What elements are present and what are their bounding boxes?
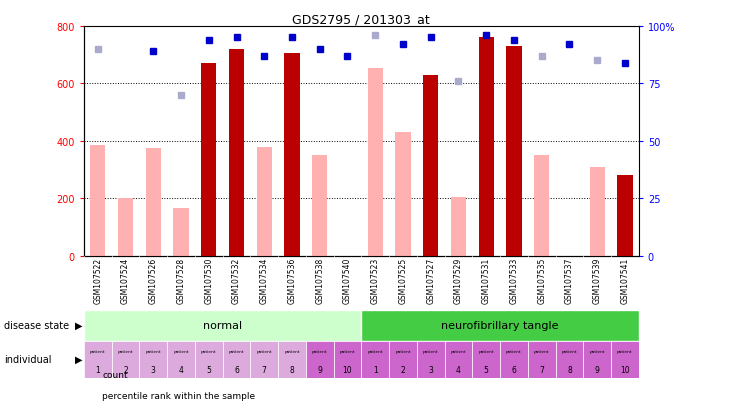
Text: patient: patient	[118, 349, 134, 353]
Text: 4: 4	[456, 365, 461, 374]
Bar	[451, 197, 466, 256]
Bar	[139, 341, 167, 378]
Text: 3: 3	[429, 365, 433, 374]
Text: patient: patient	[173, 349, 189, 353]
Text: patient: patient	[450, 349, 466, 353]
Bar	[361, 310, 639, 341]
Text: 10: 10	[342, 365, 353, 374]
Bar	[201, 64, 216, 256]
Text: patient: patient	[534, 349, 550, 353]
Text: 5: 5	[207, 365, 211, 374]
Text: patient: patient	[284, 349, 300, 353]
Text: neurofibrillary tangle: neurofibrillary tangle	[442, 320, 558, 330]
Text: 2: 2	[123, 365, 128, 374]
Bar	[112, 341, 139, 378]
Bar	[167, 341, 195, 378]
Bar	[285, 54, 299, 256]
Text: 6: 6	[512, 365, 516, 374]
Bar	[590, 167, 604, 256]
Text: patient: patient	[367, 349, 383, 353]
Bar	[423, 76, 438, 256]
Text: ▶: ▶	[75, 320, 82, 330]
Text: 8: 8	[290, 365, 294, 374]
Text: 1: 1	[373, 365, 377, 374]
Bar	[278, 341, 306, 378]
Text: percentile rank within the sample: percentile rank within the sample	[102, 391, 256, 400]
Bar	[91, 146, 105, 256]
Text: patient: patient	[617, 349, 633, 353]
Bar	[312, 156, 327, 256]
Bar	[84, 341, 112, 378]
Text: 7: 7	[262, 365, 266, 374]
Bar	[368, 69, 383, 256]
Bar	[445, 341, 472, 378]
Bar	[306, 341, 334, 378]
Bar	[195, 341, 223, 378]
Bar	[250, 341, 278, 378]
Bar	[223, 341, 250, 378]
Bar	[118, 199, 133, 256]
Bar	[396, 133, 410, 256]
Text: patient: patient	[256, 349, 272, 353]
Text: patient: patient	[312, 349, 328, 353]
Text: patient: patient	[395, 349, 411, 353]
Text: individual: individual	[4, 354, 51, 364]
Text: patient: patient	[145, 349, 161, 353]
Title: GDS2795 / 201303_at: GDS2795 / 201303_at	[293, 13, 430, 26]
Bar	[556, 341, 583, 378]
Text: patient: patient	[90, 349, 106, 353]
Bar	[257, 147, 272, 256]
Text: 2: 2	[401, 365, 405, 374]
Text: 6: 6	[234, 365, 239, 374]
Bar	[472, 341, 500, 378]
Bar	[389, 341, 417, 378]
Bar	[334, 341, 361, 378]
Text: normal: normal	[203, 320, 242, 330]
Bar	[507, 47, 521, 256]
Text: patient: patient	[423, 349, 439, 353]
Bar	[528, 341, 556, 378]
Text: patient: patient	[561, 349, 577, 353]
Text: 5: 5	[484, 365, 488, 374]
Bar	[417, 341, 445, 378]
Text: 1: 1	[96, 365, 100, 374]
Bar	[583, 341, 611, 378]
Bar	[611, 341, 639, 378]
Text: patient: patient	[478, 349, 494, 353]
Bar	[618, 176, 632, 256]
Text: 10: 10	[620, 365, 630, 374]
Text: 9: 9	[595, 365, 599, 374]
Bar	[229, 50, 244, 256]
Bar	[500, 341, 528, 378]
Text: 8: 8	[567, 365, 572, 374]
Text: disease state: disease state	[4, 320, 69, 330]
Bar	[84, 310, 361, 341]
Text: patient: patient	[506, 349, 522, 353]
Text: 9: 9	[318, 365, 322, 374]
Text: patient: patient	[339, 349, 356, 353]
Bar	[146, 149, 161, 256]
Bar	[361, 341, 389, 378]
Text: 7: 7	[539, 365, 544, 374]
Bar	[534, 156, 549, 256]
Text: ▶: ▶	[75, 354, 82, 364]
Bar	[479, 38, 493, 256]
Text: 3: 3	[151, 365, 155, 374]
Bar	[174, 209, 188, 256]
Text: 4: 4	[179, 365, 183, 374]
Text: patient: patient	[228, 349, 245, 353]
Text: count: count	[102, 370, 128, 379]
Text: patient: patient	[589, 349, 605, 353]
Text: patient: patient	[201, 349, 217, 353]
